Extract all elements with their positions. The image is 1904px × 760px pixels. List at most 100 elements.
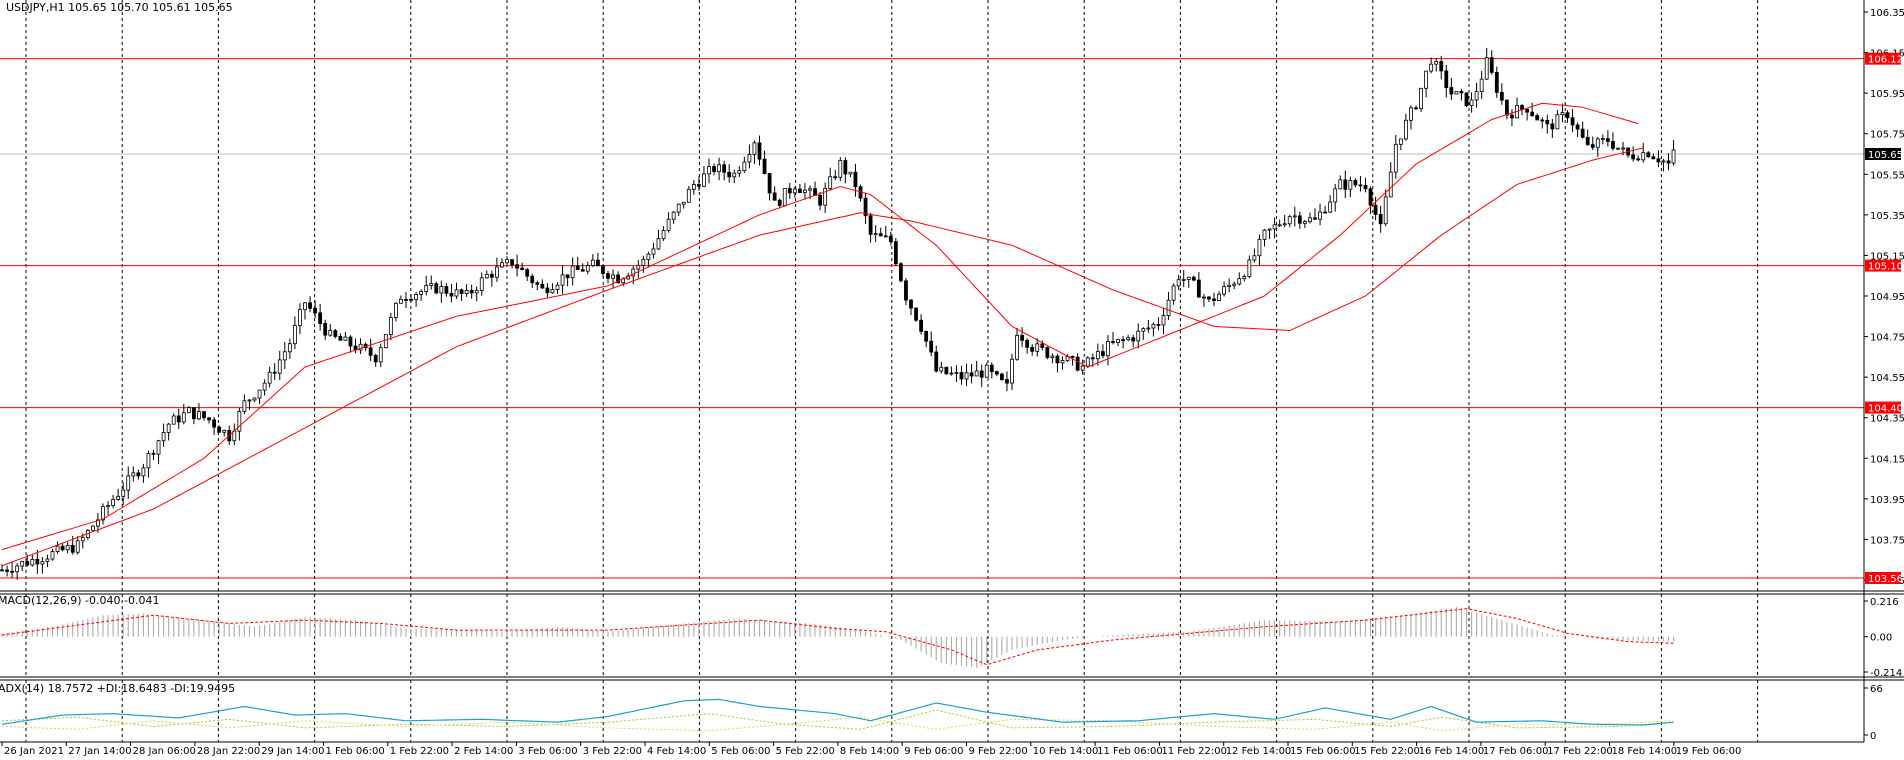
time-tick-label: 29 Jan 14:00 — [261, 746, 324, 757]
price-tick-label: 105.55 — [1870, 170, 1904, 181]
candle-body — [383, 334, 388, 349]
candle-body — [1570, 117, 1575, 126]
candle-body — [1540, 119, 1545, 122]
candle-body — [419, 291, 424, 295]
candle-body — [1520, 105, 1524, 110]
candle-body — [1151, 324, 1156, 329]
candle-body — [358, 343, 363, 351]
candle-body — [1045, 347, 1050, 358]
candle-body — [136, 472, 141, 477]
price-tick-label: 105.15 — [1870, 251, 1904, 262]
candle-body — [1590, 144, 1595, 148]
candle-body — [606, 273, 610, 279]
candle-body — [1499, 91, 1504, 101]
level-price-box — [1865, 571, 1901, 584]
candle-body — [343, 336, 348, 341]
candle-body — [474, 290, 479, 294]
candle-body — [1611, 141, 1615, 149]
macd-title: MACD(12,26,9) -0.040 -0.041 — [0, 594, 159, 607]
candle-body — [1328, 201, 1333, 213]
candle-body — [1575, 124, 1580, 130]
candle-body — [1595, 138, 1600, 148]
candle-body — [1378, 214, 1383, 225]
candle-body — [1388, 171, 1393, 198]
candle-body — [207, 417, 211, 421]
candle-body — [1560, 112, 1565, 116]
candle-body — [989, 364, 994, 373]
candle-body — [252, 397, 257, 401]
candle-body — [848, 171, 853, 175]
time-tick-label: 3 Feb 22:00 — [583, 746, 642, 757]
candle-body — [1525, 108, 1529, 113]
candle-body — [611, 274, 615, 279]
candle-body — [1671, 149, 1676, 164]
candle-body — [1131, 337, 1136, 342]
candle-body — [868, 215, 873, 235]
time-tick-label: 17 Feb 06:00 — [1483, 746, 1549, 757]
candle-body — [1212, 298, 1216, 301]
candle-body — [20, 561, 25, 567]
candle-body — [843, 160, 848, 175]
candle-body — [1363, 184, 1368, 190]
candle-body — [914, 307, 918, 321]
price-tick-label: 104.35 — [1870, 414, 1904, 425]
candle-body — [424, 285, 429, 292]
candle-body — [828, 176, 833, 189]
candle-body — [111, 499, 115, 506]
candle-body — [1555, 114, 1560, 130]
candle-body — [303, 302, 307, 311]
candle-body — [338, 336, 343, 341]
candle-body — [1454, 91, 1459, 95]
candle-body — [1464, 92, 1469, 106]
candle-body — [823, 187, 828, 206]
candle-body — [1439, 61, 1444, 72]
price-tick-label: 105.75 — [1870, 130, 1904, 141]
time-tick-label: 28 Jan 22:00 — [197, 746, 260, 757]
candle-body — [954, 372, 959, 374]
time-tick-label: 9 Feb 06:00 — [904, 746, 963, 757]
candle-body — [1600, 138, 1605, 141]
candle-body — [737, 170, 742, 174]
candle-body — [722, 164, 727, 173]
candle-body — [1196, 279, 1201, 298]
candle-body — [616, 274, 620, 284]
candle-body — [176, 415, 181, 423]
candle-body — [929, 340, 934, 353]
candle-body — [873, 233, 878, 236]
candle-body — [156, 440, 161, 455]
candle-body — [257, 389, 262, 399]
candle-body — [767, 173, 772, 194]
candle-body — [636, 264, 641, 270]
candle-body — [96, 519, 100, 527]
candle-body — [1257, 238, 1262, 257]
candle-body — [772, 192, 777, 201]
candle-body — [121, 489, 126, 497]
candle-body — [742, 161, 747, 172]
candle-body — [505, 259, 509, 264]
candle-body — [373, 354, 378, 363]
adx-line — [1, 698, 1674, 726]
time-tick-label: 4 Feb 14:00 — [647, 746, 706, 757]
price-pane[interactable]: 106.35106.15105.95105.75105.55105.35105.… — [0, 0, 1904, 591]
macd-signal-line — [1, 608, 1674, 666]
candle-body — [1621, 147, 1625, 150]
candle-body — [560, 274, 565, 286]
candle-body — [191, 407, 196, 420]
candle-body — [833, 176, 838, 179]
candle-body — [974, 370, 979, 377]
ma-slow-line — [1, 147, 1644, 567]
time-tick-label: 15 Feb 22:00 — [1354, 746, 1420, 757]
candle-body — [934, 351, 939, 372]
candle-body — [1252, 255, 1257, 261]
candle-body — [575, 265, 580, 270]
candle-body — [1338, 179, 1343, 190]
price-tick-label: 104.55 — [1870, 373, 1904, 384]
candle-body — [1217, 293, 1221, 301]
candle-body — [1262, 229, 1267, 240]
candle-body — [782, 188, 787, 206]
candle-body — [1530, 111, 1535, 116]
time-tick-label: 15 Feb 06:00 — [1290, 746, 1356, 757]
candle-body — [944, 366, 949, 375]
candle-body — [1606, 138, 1610, 142]
